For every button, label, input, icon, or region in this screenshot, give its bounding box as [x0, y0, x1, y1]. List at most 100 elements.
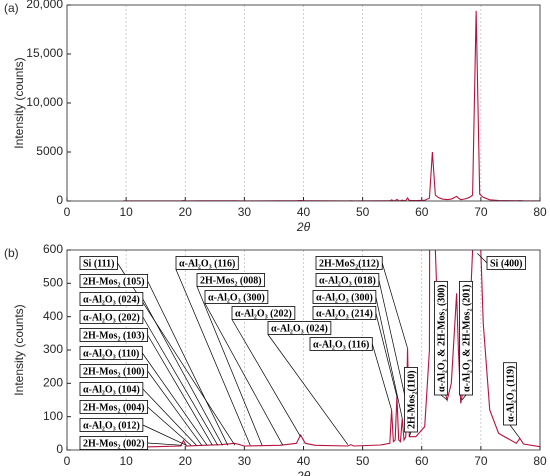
leader-line	[147, 406, 192, 446]
annotation: α-Al₂O₃ (110)	[79, 346, 208, 446]
leader-line	[147, 442, 183, 446]
annotation: 2H-Mos₂ (004)	[79, 400, 192, 446]
annotation-label: α-Al₂O₃ (116)	[313, 339, 369, 350]
annotation-box	[204, 290, 269, 304]
annotation: α-Al₂O₃ (300)	[312, 290, 403, 419]
annotation-box	[79, 292, 144, 306]
annotation-box	[79, 364, 149, 378]
y-tick-label: 5000	[36, 144, 63, 158]
data-line	[123, 10, 540, 201]
leader-line	[477, 253, 488, 264]
plot-frame	[66, 249, 541, 451]
leader-line	[142, 352, 208, 446]
leader-line	[175, 269, 251, 446]
annotation: α-Al₂O₃ (116)	[309, 337, 392, 411]
leader-line	[375, 312, 398, 397]
leader-line	[147, 280, 229, 446]
annotation-box	[267, 321, 332, 335]
x-tick-label: 40	[297, 454, 311, 468]
x-tick-label: 30	[238, 205, 252, 219]
x-tick-label: 50	[356, 454, 370, 468]
annotation-label: Si (111)	[83, 258, 114, 269]
y-tick-label: 20,000	[26, 0, 63, 11]
annotation-box	[459, 280, 473, 396]
y-tick-label: 300	[43, 342, 63, 356]
leader-line	[371, 343, 392, 411]
annotation-box	[79, 436, 149, 450]
x-tick-label: 80	[533, 205, 547, 219]
annotation-label: 2H-Mos₂(110)	[406, 370, 417, 429]
leader-line	[196, 286, 263, 446]
annotation-box	[231, 306, 296, 320]
leader-line	[440, 394, 448, 401]
annotation: α-Al₂O₃ (024)	[267, 321, 349, 445]
y-tick-label: 100	[43, 409, 63, 423]
annotation: α-Al₂O₃ (202)	[79, 310, 219, 446]
leader-line	[142, 388, 197, 446]
leader-line	[509, 424, 521, 439]
annotation: 2H-MoS₂(112)	[315, 256, 408, 349]
annotation-label: α-Al₂O₃ (300)	[208, 292, 265, 303]
panel-label: (b)	[4, 246, 19, 260]
annotation-box	[309, 337, 373, 351]
y-tick-label: 400	[43, 309, 63, 323]
annotation: α-Al₂O₃ (202)	[231, 306, 301, 437]
annotation: 2H-Mos₂ (002)	[79, 436, 183, 450]
x-tick-label: 70	[474, 205, 488, 219]
annotation-label: α-Al₂O₃ (024)	[271, 323, 328, 334]
leader-line	[381, 262, 408, 349]
annotation: Si (400)	[477, 253, 526, 270]
annotation: α-Al₂O₃ & 2H-Mos₂ (300)	[434, 280, 448, 401]
annotation-box	[312, 290, 377, 304]
y-axis-label: Intensity (counts)	[12, 304, 26, 395]
annotation: α-Al₂O₃ (116)	[175, 256, 251, 446]
annotation-box	[79, 346, 143, 360]
y-tick-label: 15,000	[26, 46, 63, 60]
x-tick-label: 50	[356, 205, 370, 219]
annotation-box	[196, 273, 266, 287]
x-tick-label: 0	[64, 454, 71, 468]
x-tick-label: 40	[297, 205, 311, 219]
annotation: 2H-Mos₂(110)	[404, 367, 418, 437]
leader-line	[142, 316, 219, 446]
annotation-box	[315, 273, 380, 287]
x-tick-label: 60	[415, 205, 429, 219]
annotation: α-Al₂O₃ (024)	[79, 292, 223, 446]
annotation-label: 2H-MoS₂(112)	[319, 258, 379, 269]
annotation: α-Al₂O₃ (300)	[204, 290, 284, 446]
x-axis-label: 2θ	[296, 220, 311, 234]
annotation-label: α-Al₂O₃ (104)	[83, 384, 140, 395]
annotation-label: α-Al₂O₃ (110)	[83, 348, 139, 359]
x-tick-label: 70	[474, 454, 488, 468]
x-tick-label: 0	[64, 205, 71, 219]
leader-line	[375, 296, 403, 419]
annotation: α-Al₂O₃ (214)	[312, 306, 398, 397]
y-tick-label: 500	[43, 276, 63, 290]
annotation-label: α-Al₂O₃ & 2H-Mos₂ (300)	[436, 284, 447, 392]
annotation-box	[79, 274, 149, 288]
annotation: 2H-Mos₂ (008)	[196, 273, 266, 446]
y-tick-label: 10,000	[26, 95, 63, 109]
annotation: α-Al₂O₃ & 2H-Mos₂ (201)	[459, 280, 473, 401]
x-tick-label: 10	[119, 205, 133, 219]
annotation: 2H-Mos₂ (103)	[79, 328, 213, 446]
annotation-box	[404, 367, 418, 433]
leader-line	[147, 334, 213, 446]
leader-line	[461, 394, 467, 401]
annotation: 2H-Mos₂ (105)	[79, 274, 229, 446]
annotation: α-Al₂O₃ (119)	[503, 362, 521, 439]
leader-line	[142, 424, 187, 446]
y-tick-label: 200	[43, 376, 63, 390]
plot-frame	[66, 4, 541, 202]
annotation-label: α-Al₂O₃ (119)	[505, 366, 516, 422]
annotation-label: α-Al₂O₃ (018)	[319, 275, 376, 286]
x-tick-label: 60	[415, 454, 429, 468]
annotation-box	[315, 256, 383, 270]
y-tick-label: 0	[56, 442, 63, 456]
leader-line	[142, 298, 223, 446]
leader-line	[147, 370, 203, 446]
x-tick-label: 20	[179, 454, 193, 468]
leader-line	[204, 303, 284, 446]
x-tick-label: 30	[238, 454, 252, 468]
annotation-label: α-Al₂O₃ (214)	[316, 308, 373, 319]
